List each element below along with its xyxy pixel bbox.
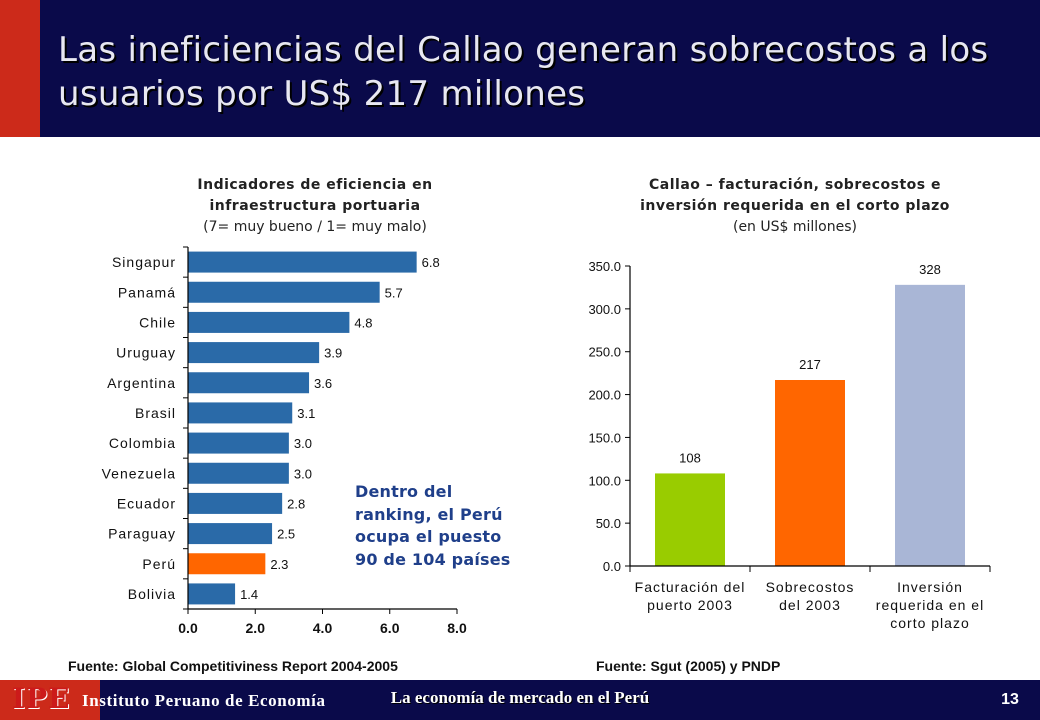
left-chart-title: Indicadores de eficiencia en infraestruc… — [197, 177, 433, 214]
y-tick-label: 50.0 — [596, 516, 621, 531]
data-label: 3.0 — [294, 436, 312, 451]
category-label: Panamá — [118, 284, 176, 300]
category-label: Sobrecostos — [766, 579, 855, 595]
category-label: Bolivia — [128, 586, 176, 602]
bar-panamá — [188, 281, 380, 303]
category-label: Paraguay — [108, 526, 176, 542]
y-tick-label: 150.0 — [588, 430, 621, 445]
x-tick-label: 2.0 — [246, 620, 266, 636]
bar-uruguay — [188, 342, 320, 364]
data-label: 1.4 — [240, 587, 258, 602]
data-label: 2.8 — [287, 496, 305, 511]
footer-accent-bar — [0, 680, 100, 720]
right-bar-chart: 108 Facturación del puerto 2003 217 Sobrecos… — [588, 259, 991, 631]
y-tick-label: 350.0 — [588, 259, 621, 274]
category-label: Facturación del — [635, 579, 746, 595]
bar-brasil — [188, 402, 293, 424]
data-label: 2.5 — [277, 527, 295, 542]
data-label: 328 — [919, 262, 941, 277]
category-label: Brasil — [135, 405, 176, 421]
category-label: Colombia — [109, 435, 176, 451]
left-bar-chart: Singapur 6.8 Panamá 5.7 Chile 4.8 Uruguay 3.9 Ar… — [102, 246, 467, 636]
data-label: 108 — [679, 450, 701, 465]
data-label: 2.3 — [270, 557, 288, 572]
bar-venezuela — [188, 462, 289, 484]
data-label: 5.7 — [385, 285, 403, 300]
header-accent-bar — [0, 0, 40, 137]
right-chart-source: Fuente: Sgut (2005) y PNDP — [596, 658, 781, 674]
category-label: Venezuela — [102, 465, 176, 481]
bar-perú — [188, 553, 266, 575]
left-chart-title-block: Indicadores de eficiencia en infraestruc… — [160, 175, 470, 238]
bar-1 — [655, 473, 725, 566]
right-chart-title-block: Callao – facturación, sobrecostos e inve… — [610, 175, 980, 238]
bar-ecuador — [188, 492, 283, 514]
bar-paraguay — [188, 523, 273, 545]
right-chart-subtitle: (en US$ millones) — [732, 219, 857, 235]
category-label: corto plazo — [890, 615, 969, 631]
category-label: Uruguay — [116, 345, 176, 361]
bar-chile — [188, 311, 350, 333]
category-label: requerida en el — [876, 597, 984, 613]
ipe-logo: IPE — [12, 682, 71, 715]
bar-2 — [775, 380, 845, 566]
x-tick-label: 6.0 — [380, 620, 400, 636]
y-tick-label: 0.0 — [603, 559, 621, 574]
category-label: Singapur — [112, 254, 176, 270]
slide-title: Las ineficiencias del Callao generan sob… — [58, 30, 989, 114]
bar-argentina — [188, 372, 310, 394]
data-label: 3.9 — [324, 346, 342, 361]
institute-name: Instituto Peruano de Economía — [82, 691, 326, 710]
data-label: 4.8 — [354, 315, 372, 330]
bar-3 — [895, 284, 965, 566]
slide-footer: IPE Instituto Peruano de Economía La eco… — [0, 680, 1040, 720]
y-tick-label: 200.0 — [588, 388, 621, 403]
category-label: Chile — [139, 314, 176, 330]
data-label: 3.1 — [297, 406, 315, 421]
x-tick-label: 0.0 — [178, 620, 198, 636]
data-label: 217 — [799, 357, 821, 372]
page-number: 13 — [1001, 691, 1019, 708]
category-label: Argentina — [107, 375, 176, 391]
ranking-note: Dentro del ranking, el Perú ocupa el pue… — [355, 482, 511, 569]
category-label: Ecuador — [117, 495, 176, 511]
y-tick-label: 300.0 — [588, 302, 621, 317]
footer-slogan: La economía de mercado en el Perú — [390, 688, 650, 707]
category-label: Perú — [142, 556, 176, 572]
bar-colombia — [188, 432, 289, 454]
y-tick-label: 250.0 — [588, 345, 621, 360]
bar-bolivia — [188, 583, 236, 605]
data-label: 3.6 — [314, 376, 332, 391]
category-label: del 2003 — [779, 597, 841, 613]
x-tick-label: 8.0 — [447, 620, 467, 636]
y-tick-label: 100.0 — [588, 473, 621, 488]
category-label: puerto 2003 — [647, 597, 733, 613]
left-chart-subtitle: (7= muy bueno / 1= muy malo) — [203, 219, 427, 235]
slide-header: Las ineficiencias del Callao generan sob… — [0, 0, 1040, 137]
data-label: 6.8 — [422, 255, 440, 270]
x-tick-label: 4.0 — [313, 620, 333, 636]
right-chart-title: Callao – facturación, sobrecostos e inve… — [640, 177, 950, 214]
category-label: Inversión — [897, 579, 963, 595]
data-label: 3.0 — [294, 466, 312, 481]
left-chart-source: Fuente: Global Competitiviness Report 20… — [68, 658, 398, 674]
bar-singapur — [188, 251, 417, 273]
